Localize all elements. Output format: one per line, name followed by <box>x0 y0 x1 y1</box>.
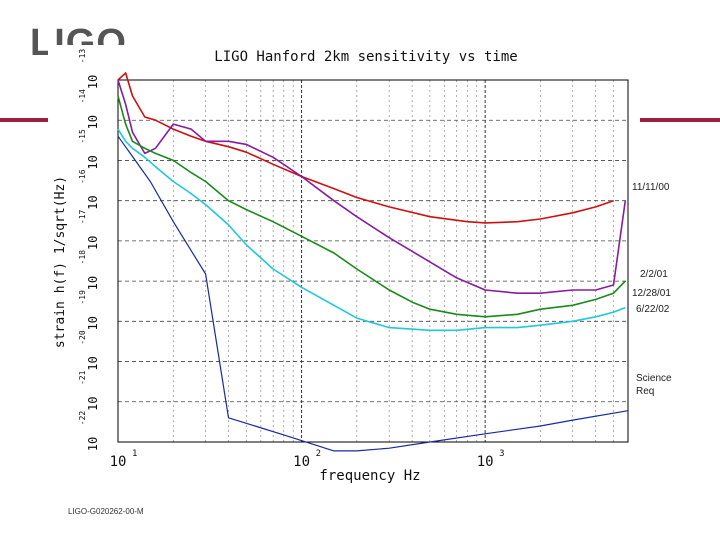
plot-frame <box>117 79 629 443</box>
y-tick-base: 10 <box>86 195 100 209</box>
chart-panel <box>48 45 640 490</box>
y-tick-exponent: -13 <box>78 49 87 64</box>
y-tick-label: 10 -17 <box>78 209 100 250</box>
y-tick-exponent: -15 <box>78 129 87 144</box>
y-tick-label: 10 -22 <box>78 411 100 452</box>
x-tick-exponent: 3 <box>499 449 504 459</box>
series-line-2-2-01 <box>117 79 627 295</box>
y-tick-exponent: -17 <box>78 209 87 224</box>
legend-label: 11/11/00 <box>632 182 670 193</box>
y-tick-exponent: -21 <box>78 370 87 385</box>
legend-label: Req <box>636 386 654 397</box>
y-tick-base: 10 <box>86 236 100 250</box>
chart-grid <box>117 79 629 443</box>
y-tick-exponent: -18 <box>78 250 87 265</box>
y-tick-base: 10 <box>86 437 100 451</box>
y-tick-label: 10 -13 <box>78 49 100 90</box>
y-tick-exponent: -14 <box>78 89 87 104</box>
series-line-6-22-02 <box>117 128 626 332</box>
y-tick-label: 10 -14 <box>78 89 100 130</box>
y-tick-label: 10 -15 <box>78 129 100 170</box>
chart-title: LIGO Hanford 2km sensitivity vs time <box>214 49 517 65</box>
y-tick-base: 10 <box>86 155 100 169</box>
y-tick-label: 10 -19 <box>78 290 100 331</box>
y-tick-base: 10 <box>86 397 100 411</box>
series-line-12-28-01 <box>117 95 626 318</box>
x-tick-exponent: 2 <box>316 449 321 459</box>
legend-label: Science <box>636 373 672 384</box>
y-tick-exponent: -19 <box>78 290 87 305</box>
legend: 11/11/00 2/2/01 12/28/01 6/22/02 Science Req <box>632 182 672 397</box>
y-tick-labels: 10-1310-1410-1510-1610-1710-1810-1910-20… <box>78 49 100 452</box>
y-tick-base: 10 <box>86 75 100 89</box>
y-tick-base: 10 <box>86 276 100 290</box>
legend-label: 6/22/02 <box>636 304 670 315</box>
x-tick-labels: 10 1 10 2 10 3 <box>110 449 505 470</box>
document-id: LIGO-G020262-00-M <box>68 507 144 516</box>
y-tick-base: 10 <box>86 356 100 370</box>
header-band-right <box>640 118 720 122</box>
y-tick-base: 10 <box>86 316 100 330</box>
y-axis-label: strain h(f) 1/sqrt(Hz) <box>53 176 68 348</box>
x-tick-exponent: 1 <box>132 449 137 459</box>
x-tick-base: 10 <box>110 454 127 470</box>
y-tick-exponent: -16 <box>78 169 87 184</box>
y-tick-base: 10 <box>86 115 100 129</box>
y-tick-label: 10 -16 <box>78 169 100 210</box>
y-tick-label: 10 -20 <box>78 330 100 371</box>
legend-label: 2/2/01 <box>640 269 668 280</box>
series-layer <box>117 72 629 452</box>
legend-label: 12/28/01 <box>632 288 671 299</box>
x-tick-base: 10 <box>477 454 494 470</box>
y-tick-label: 10 -21 <box>78 370 100 411</box>
header-band-left <box>0 118 60 122</box>
x-tick-base: 10 <box>293 454 310 470</box>
x-axis-label: frequency Hz <box>319 468 420 484</box>
y-tick-label: 10 -18 <box>78 250 100 291</box>
y-tick-exponent: -20 <box>78 330 87 345</box>
y-tick-exponent: -22 <box>78 411 87 426</box>
series-line-science-req <box>117 135 629 452</box>
